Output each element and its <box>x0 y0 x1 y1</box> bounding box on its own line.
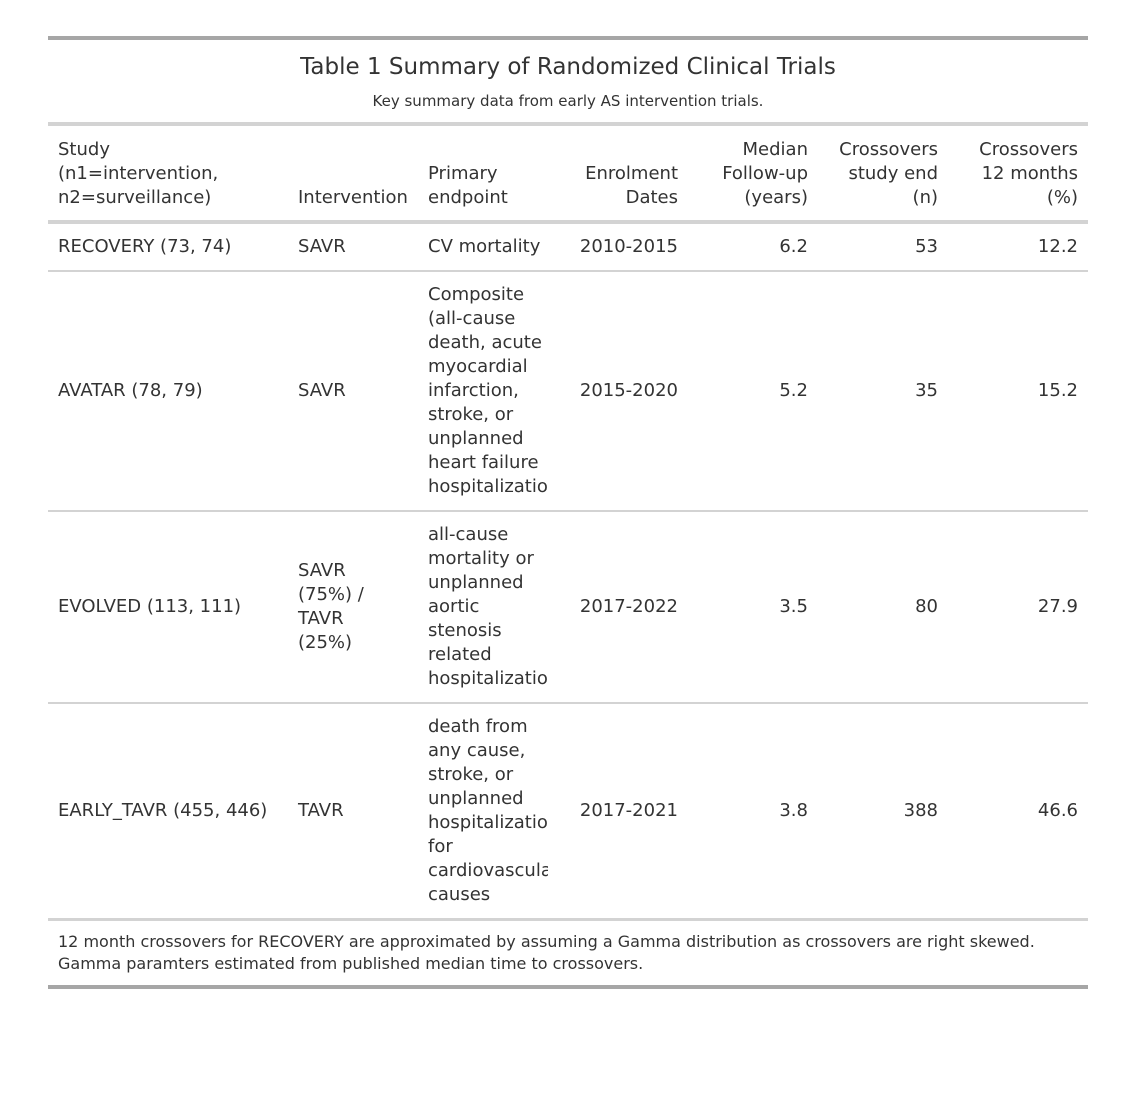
cell-followup: 3.5 <box>779 596 808 617</box>
endpoint-text: all-cause mortality or unplanned aortic … <box>428 524 548 689</box>
endpoint-text: death from any cause, stroke, or unplann… <box>428 716 548 905</box>
cell-study: EVOLVED (113, 111) <box>58 596 242 617</box>
cell-dates: 2017-2021 <box>579 800 678 821</box>
cell-dates: 2017-2022 <box>579 596 678 617</box>
cell-endpoint: death from any cause, stroke, or unplann… <box>418 703 558 920</box>
cell-intervention: SAVR <box>298 380 346 401</box>
cell-followup: 3.8 <box>779 800 808 821</box>
endpoint-text: CV mortality <box>428 236 541 257</box>
cell-endpoint: all-cause mortality or unplanned aortic … <box>418 511 558 703</box>
table-row: RECOVERY (73, 74) SAVR CV mortality 2010… <box>48 222 1088 271</box>
cell-crossovers-end: 35 <box>915 380 938 401</box>
header-endpoint: Primary endpoint <box>428 163 508 208</box>
trials-table: Study (n1=intervention, n2=surveillance)… <box>48 122 1088 921</box>
header-enrolment-dates: Enrolment Dates <box>585 163 678 208</box>
cell-crossovers-12: 46.6 <box>1037 800 1078 821</box>
cell-crossovers-12: 27.9 <box>1037 596 1078 617</box>
cell-crossovers-end: 53 <box>915 236 938 257</box>
table-row: AVATAR (78, 79) SAVR Composite (all-caus… <box>48 271 1088 511</box>
bottom-rule <box>48 985 1088 989</box>
table-subtitle: Key summary data from early AS intervent… <box>372 92 764 110</box>
cell-study: AVATAR (78, 79) <box>58 380 203 401</box>
cell-crossovers-end: 388 <box>903 800 938 821</box>
header-crossovers-12-months: Crossovers 12 months (%) <box>979 139 1078 208</box>
cell-followup: 6.2 <box>779 236 808 257</box>
endpoint-text: Composite (all-cause death, acute myocar… <box>428 284 548 497</box>
cell-intervention: TAVR <box>298 800 344 821</box>
cell-study: EARLY_TAVR (455, 446) <box>58 800 268 821</box>
top-rule <box>48 36 1088 40</box>
cell-endpoint: CV mortality <box>418 222 558 271</box>
cell-crossovers-12: 15.2 <box>1037 380 1078 401</box>
header-study: Study (n1=intervention, n2=surveillance) <box>58 139 219 208</box>
table-footnote: 12 month crossovers for RECOVERY are app… <box>58 932 1035 973</box>
cell-study: RECOVERY (73, 74) <box>58 236 232 257</box>
cell-dates: 2010-2015 <box>579 236 678 257</box>
cell-intervention: SAVR (75%) / TAVR (25%) <box>298 560 364 653</box>
header-median-followup: Median Follow-up (years) <box>722 139 808 208</box>
cell-crossovers-end: 80 <box>915 596 938 617</box>
header-crossovers-study-end: Crossovers study end (n) <box>839 139 938 208</box>
table-title: Table 1 Summary of Randomized Clinical T… <box>300 54 836 80</box>
cell-endpoint: Composite (all-cause death, acute myocar… <box>418 271 558 511</box>
header-row: Study (n1=intervention, n2=surveillance)… <box>48 124 1088 222</box>
summary-table-container: Table 1 Summary of Randomized Clinical T… <box>48 36 1088 989</box>
header-intervention: Intervention <box>298 187 408 208</box>
cell-followup: 5.2 <box>779 380 808 401</box>
table-row: EVOLVED (113, 111) SAVR (75%) / TAVR (25… <box>48 511 1088 703</box>
cell-dates: 2015-2020 <box>579 380 678 401</box>
cell-intervention: SAVR <box>298 236 346 257</box>
table-row: EARLY_TAVR (455, 446) TAVR death from an… <box>48 703 1088 920</box>
cell-crossovers-12: 12.2 <box>1037 236 1078 257</box>
